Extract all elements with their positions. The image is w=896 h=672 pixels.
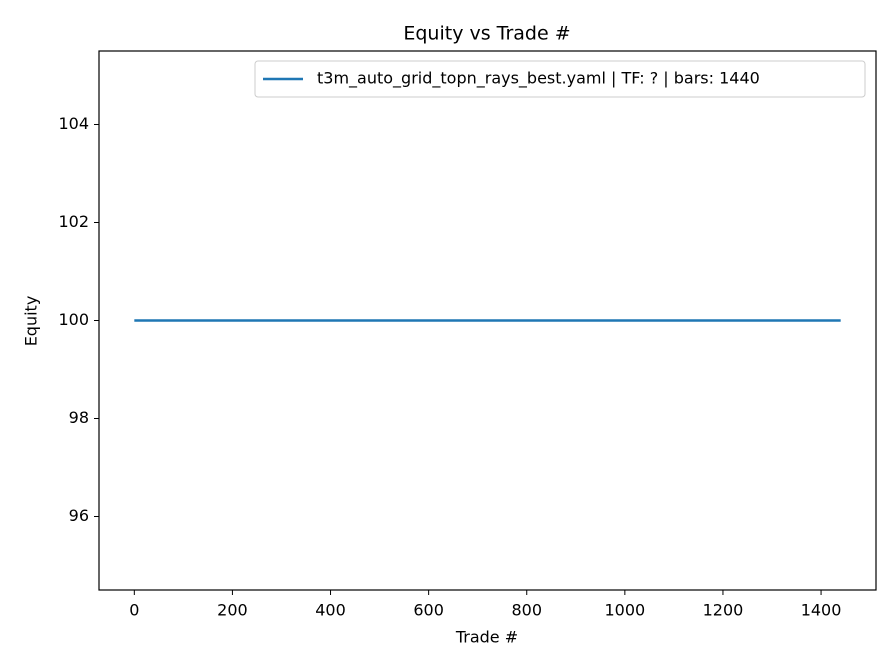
y-axis-label: Equity — [22, 296, 41, 347]
x-tick-label: 400 — [315, 601, 346, 620]
x-tick-label: 1200 — [703, 601, 744, 620]
legend-box — [254, 60, 866, 98]
x-tick-label: 800 — [511, 601, 542, 620]
x-tick-label: 1400 — [801, 601, 842, 620]
y-tick-label: 96 — [69, 506, 89, 525]
y-tick-label: 98 — [69, 408, 89, 427]
x-axis-label: Trade # — [455, 628, 518, 647]
y-tick-label: 100 — [58, 310, 89, 329]
plot-frame — [98, 50, 877, 591]
chart-title: Equity vs Trade # — [403, 23, 570, 45]
x-tick-label: 0 — [129, 601, 139, 620]
x-tick-label: 600 — [413, 601, 444, 620]
legend-label: t3m_auto_grid_topn_rays_best.yaml | TF: … — [317, 69, 760, 89]
x-tick-label: 1000 — [604, 601, 645, 620]
y-tick-label: 102 — [58, 212, 89, 231]
y-tick-label: 104 — [58, 114, 89, 133]
x-tick-label: 200 — [217, 601, 248, 620]
